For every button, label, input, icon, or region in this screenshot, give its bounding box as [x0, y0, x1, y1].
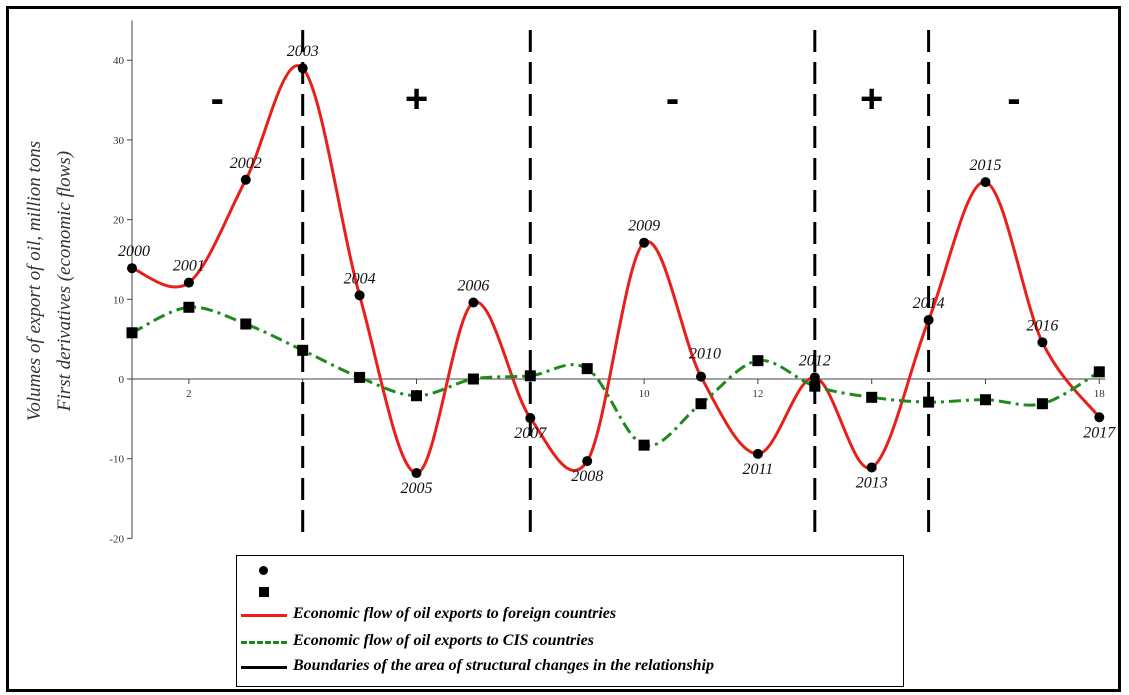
x-tick-label: 2 [186, 388, 192, 400]
data-point-circle [1094, 412, 1104, 422]
region-sign: - [666, 77, 679, 121]
data-point-circle [1037, 337, 1047, 347]
data-point-square [923, 397, 934, 408]
legend-item-circle-marker [237, 560, 903, 582]
data-point-circle [298, 63, 308, 73]
data-point-circle [355, 290, 365, 300]
data-point-circle [639, 238, 649, 248]
data-point-square [354, 372, 365, 383]
data-point-circle [412, 468, 422, 478]
point-year-label: 2015 [970, 157, 1002, 174]
legend-item-square-marker [237, 582, 903, 604]
data-point-circle [867, 462, 877, 472]
y-tick-label: 0 [119, 374, 125, 386]
cis-flow-line [132, 307, 1099, 446]
data-point-circle [924, 315, 934, 325]
data-point-square [411, 390, 422, 401]
point-year-label: 2011 [742, 461, 773, 478]
boundary-lines [303, 30, 929, 540]
point-year-label: 2006 [457, 277, 489, 294]
y-tick-label: -10 [109, 454, 124, 466]
data-point-square [297, 345, 308, 356]
point-year-label: 2013 [856, 474, 888, 491]
point-year-label: 2008 [571, 468, 603, 485]
data-point-square [1094, 366, 1105, 377]
point-year-label: 2000 [118, 243, 150, 260]
data-point-square [980, 394, 991, 405]
data-point-square [809, 381, 820, 392]
data-point-square [240, 319, 251, 330]
data-point-square [866, 392, 877, 403]
square-marker-icon [259, 587, 269, 597]
legend-label: Economic flow of oil exports to foreign … [293, 605, 616, 623]
region-sign: - [211, 77, 224, 121]
series-markers [127, 63, 1105, 478]
series-lines [132, 66, 1099, 473]
data-point-circle [582, 456, 592, 466]
point-year-label: 2010 [689, 346, 721, 363]
legend: Economic flow of oil exports to foreign … [236, 555, 904, 687]
legend-item-boundaries: Boundaries of the area of structural cha… [237, 656, 903, 678]
data-point-circle [981, 177, 991, 187]
y-axis-title-secondary: First derivatives (economic flows) [54, 1, 76, 561]
region-sign: + [860, 77, 883, 121]
black-line-swatch-icon [241, 666, 287, 669]
point-year-label: 2002 [230, 155, 262, 172]
y-axis-title-primary: Volumes of export of oil, million tons [24, 1, 46, 561]
region-sign: - [1007, 77, 1020, 121]
data-point-circle [525, 413, 535, 423]
data-point-circle [468, 297, 478, 307]
y-tick-label: 30 [113, 135, 125, 147]
point-year-label: 2004 [344, 270, 376, 287]
data-point-square [752, 355, 763, 366]
legend-label: Economic flow of oil exports to CIS coun… [293, 632, 594, 650]
legend-label: Boundaries of the area of structural cha… [293, 657, 714, 675]
y-tick-label: 10 [113, 294, 125, 306]
point-year-label: 2007 [514, 425, 547, 442]
legend-item-foreign-flow: Economic flow of oil exports to foreign … [237, 604, 903, 626]
data-point-square [525, 370, 536, 381]
data-point-square [696, 398, 707, 409]
y-tick-label: -20 [109, 533, 124, 545]
x-tick-label: 10 [639, 388, 651, 400]
point-year-label: 2012 [799, 352, 831, 369]
point-year-label: 2016 [1026, 317, 1058, 334]
data-point-circle [127, 263, 137, 273]
data-point-square [582, 363, 593, 374]
data-point-circle [696, 372, 706, 382]
data-point-circle [241, 175, 251, 185]
green-dashdot-swatch-icon [241, 641, 287, 644]
data-point-square [639, 440, 650, 451]
y-tick-label: 40 [113, 55, 125, 67]
point-year-label: 2017 [1083, 424, 1116, 441]
red-line-swatch-icon [241, 614, 287, 617]
point-year-label: 2014 [913, 295, 945, 312]
legend-item-cis-flow: Economic flow of oil exports to CIS coun… [237, 631, 903, 653]
axes: -20-1001020304026101218 [109, 20, 1105, 545]
point-year-label: 2005 [401, 480, 433, 497]
x-tick-label: 12 [752, 388, 763, 400]
data-point-circle [753, 449, 763, 459]
y-tick-label: 20 [113, 215, 125, 227]
data-point-square [127, 327, 138, 338]
point-year-label: 2001 [173, 258, 205, 275]
point-labels: 2000 2001 2002 2003 2004 2005 2006 2007 2008 2009… [118, 43, 1116, 497]
data-point-square [1037, 398, 1048, 409]
circle-marker-icon [259, 566, 268, 575]
region-sign: + [405, 77, 428, 121]
point-year-label: 2003 [287, 43, 319, 60]
region-signs: - + - + - [211, 77, 1021, 121]
point-year-label: 2009 [628, 218, 660, 235]
data-point-square [183, 302, 194, 313]
x-tick-label: 18 [1094, 388, 1106, 400]
data-point-square [468, 374, 479, 385]
data-point-circle [184, 278, 194, 288]
